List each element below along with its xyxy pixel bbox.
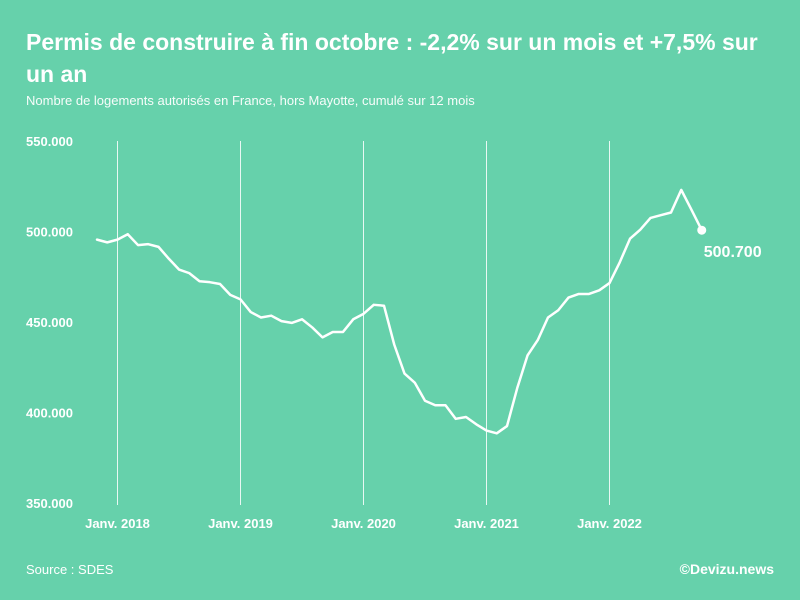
data-point <box>629 238 631 240</box>
x-tick-label: Janv. 2021 <box>454 516 519 531</box>
data-point <box>229 294 231 296</box>
data-point <box>660 214 662 216</box>
data-point <box>188 272 190 274</box>
data-point <box>639 228 641 230</box>
y-tick-label: 350.000 <box>26 496 73 511</box>
data-point <box>690 209 692 211</box>
data-point <box>680 189 682 191</box>
data-point <box>578 293 580 295</box>
data-point <box>116 238 118 240</box>
data-point <box>291 322 293 324</box>
data-point <box>434 404 436 406</box>
data-point <box>506 425 508 427</box>
data-point <box>496 432 498 434</box>
data-point <box>455 418 457 420</box>
brand-credit: ©Devizu.news <box>679 561 774 577</box>
data-point <box>352 318 354 320</box>
data-point <box>147 243 149 245</box>
data-point <box>567 296 569 298</box>
data-point <box>106 241 108 243</box>
last-value-label: 500.700 <box>704 244 762 261</box>
last-point-marker <box>697 225 707 235</box>
data-point <box>403 372 405 374</box>
x-tick-label: Janv. 2018 <box>85 516 150 531</box>
data-point <box>127 233 129 235</box>
x-tick-label: Janv. 2022 <box>577 516 642 531</box>
data-point <box>547 316 549 318</box>
data-point <box>362 313 364 315</box>
data-point <box>598 289 600 291</box>
chart-title: Permis de construire à fin octobre : -2,… <box>26 29 758 87</box>
data-point <box>301 318 303 320</box>
data-point <box>137 244 139 246</box>
data-point <box>670 211 672 213</box>
data-point <box>619 261 621 263</box>
data-point <box>465 416 467 418</box>
data-point <box>96 238 98 240</box>
x-tick-label: Janv. 2020 <box>331 516 396 531</box>
data-point <box>485 429 487 431</box>
data-point <box>649 217 651 219</box>
data-point <box>373 304 375 306</box>
chart-subtitle: Nombre de logements autorisés en France,… <box>26 93 475 108</box>
data-point <box>198 280 200 282</box>
data-point <box>475 423 477 425</box>
y-tick-label: 550.000 <box>26 134 73 149</box>
data-point <box>342 331 344 333</box>
data-point <box>414 381 416 383</box>
data-point <box>526 354 528 356</box>
y-tick-label: 400.000 <box>26 406 73 421</box>
data-point <box>260 316 262 318</box>
data-point <box>321 336 323 338</box>
data-point <box>383 305 385 307</box>
data-point <box>444 404 446 406</box>
data-point <box>209 281 211 283</box>
source-note: Source : SDES <box>26 562 114 577</box>
data-point <box>280 320 282 322</box>
data-point <box>168 257 170 259</box>
data-point <box>557 309 559 311</box>
data-point <box>270 314 272 316</box>
data-point <box>588 293 590 295</box>
data-point <box>608 282 610 284</box>
data-point <box>250 311 252 313</box>
data-point <box>219 283 221 285</box>
data-point <box>157 246 159 248</box>
x-tick-label: Janv. 2019 <box>208 516 273 531</box>
y-tick-label: 500.000 <box>26 225 73 240</box>
data-point <box>424 400 426 402</box>
data-point <box>393 343 395 345</box>
series-line <box>95 188 703 435</box>
data-point <box>178 268 180 270</box>
data-point <box>537 339 539 341</box>
data-point <box>516 387 518 389</box>
data-point <box>311 326 313 328</box>
data-point <box>332 331 334 333</box>
y-tick-label: 450.000 <box>26 315 73 330</box>
data-point <box>239 298 241 300</box>
